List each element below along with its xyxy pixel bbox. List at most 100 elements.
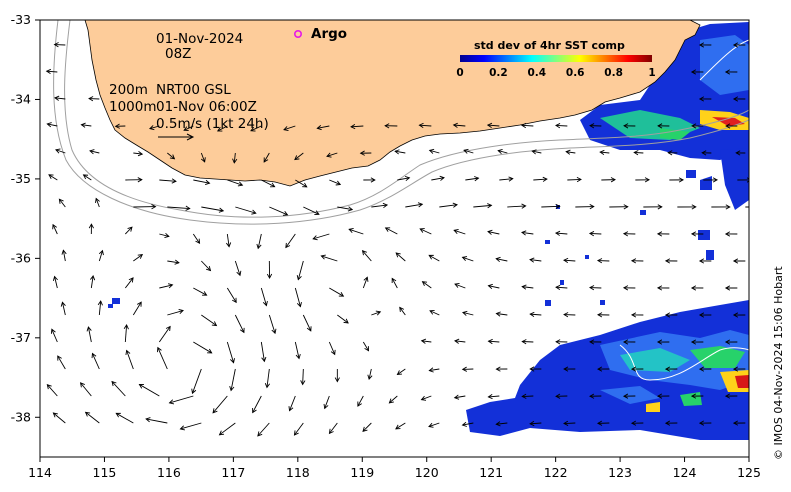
current-vector [496, 422, 508, 425]
current-vector [167, 206, 190, 209]
current-vector [200, 152, 206, 163]
current-vector [487, 124, 500, 127]
x-tick-label: 117 [221, 465, 245, 480]
current-vector-head [487, 229, 493, 235]
current-vector-head [88, 96, 94, 102]
current-vector [295, 179, 307, 188]
current-vector-head [239, 327, 245, 334]
current-vector [326, 152, 338, 157]
x-tick-label: 122 [544, 465, 568, 480]
sst-std-speckles [108, 100, 714, 308]
current-vector-head [521, 203, 527, 209]
current-vector-head [212, 408, 218, 414]
current-vector [180, 422, 202, 430]
current-vector-head [461, 256, 468, 261]
current-vector [133, 152, 143, 155]
current-vector-head [114, 123, 120, 129]
current-vector-head [218, 430, 225, 436]
current-vector [362, 422, 372, 432]
current-vector-head [145, 417, 151, 423]
current-vector [521, 124, 534, 127]
current-vector [145, 418, 168, 424]
current-vector [169, 395, 194, 404]
x-tick-label: 125 [737, 465, 761, 480]
current-vector-head [656, 231, 663, 237]
current-vector [227, 179, 243, 186]
current-vector [555, 232, 568, 235]
current-vector [541, 205, 560, 208]
current-vector-head [174, 259, 180, 265]
current-vector-head [54, 95, 60, 101]
current-vector [252, 395, 262, 413]
current-vector-head [529, 420, 535, 427]
current-vector-head [622, 285, 629, 291]
current-vector [473, 204, 492, 208]
current-vector-head [698, 258, 705, 264]
current-vector-head [760, 205, 764, 209]
current-vector-head [555, 393, 561, 399]
current-vector [81, 124, 92, 127]
current-vector [201, 206, 224, 212]
current-vector-head [678, 177, 685, 183]
current-vector [51, 329, 58, 343]
colorbar-tick-label: 0.4 [527, 67, 546, 79]
credit-text: © IMOS 04-Nov-2024 15:06 Hobart [772, 266, 785, 460]
current-vector [563, 259, 576, 262]
y-tick-label: -35 [11, 171, 31, 186]
current-vector-head [589, 339, 595, 345]
current-vector-head [589, 285, 595, 291]
current-vector [530, 422, 542, 425]
current-vector [488, 395, 500, 398]
current-vector [46, 384, 58, 397]
current-vector-head [732, 42, 739, 48]
current-vector-head [495, 256, 501, 263]
current-vector [268, 314, 276, 334]
current-vector [47, 123, 58, 127]
x-tick-label: 121 [479, 465, 503, 480]
current-vector [183, 125, 194, 131]
current-vector-head [57, 355, 62, 361]
current-vector-head [630, 366, 637, 372]
argo-label: Argo [311, 26, 347, 42]
current-vector [90, 275, 94, 289]
current-vector-head [698, 420, 705, 426]
current-vector [133, 254, 143, 262]
x-tick-label: 124 [673, 465, 697, 480]
current-vector-head [428, 422, 434, 428]
current-vector-head [589, 123, 595, 129]
current-vector [95, 198, 100, 208]
current-vector-head [50, 328, 56, 334]
current-vector [302, 368, 304, 385]
current-vector-head [257, 431, 263, 437]
current-vector-head [361, 250, 367, 256]
current-vector [54, 97, 66, 100]
current-vector-head [60, 301, 66, 307]
current-vector-head [237, 181, 244, 187]
x-tick-label: 114 [28, 465, 52, 480]
current-vector-head [453, 394, 460, 400]
current-vector [324, 395, 330, 409]
current-vector-head [531, 149, 537, 155]
current-vector [465, 177, 479, 181]
current-vector-head [563, 420, 569, 426]
current-vector [429, 310, 440, 316]
current-vector-head [521, 230, 527, 236]
current-vector-head [84, 411, 91, 417]
current-time-label: 01-Nov 06:00Z [156, 99, 257, 115]
current-vector-head [367, 374, 373, 380]
current-vector-head [664, 312, 671, 318]
current-vector-head [137, 301, 142, 307]
current-vector-head [599, 149, 605, 156]
current-vector [87, 326, 92, 343]
current-vector-head [732, 96, 739, 102]
current-vector-head [362, 426, 368, 432]
current-vector [522, 395, 534, 397]
current-vector-head [82, 174, 89, 180]
current-vector-head [395, 252, 401, 258]
current-vector [362, 341, 369, 351]
current-vector-head [79, 382, 85, 388]
sst-std-patch-south [466, 300, 749, 440]
current-vector [395, 150, 406, 154]
current-vector-head [256, 243, 262, 250]
